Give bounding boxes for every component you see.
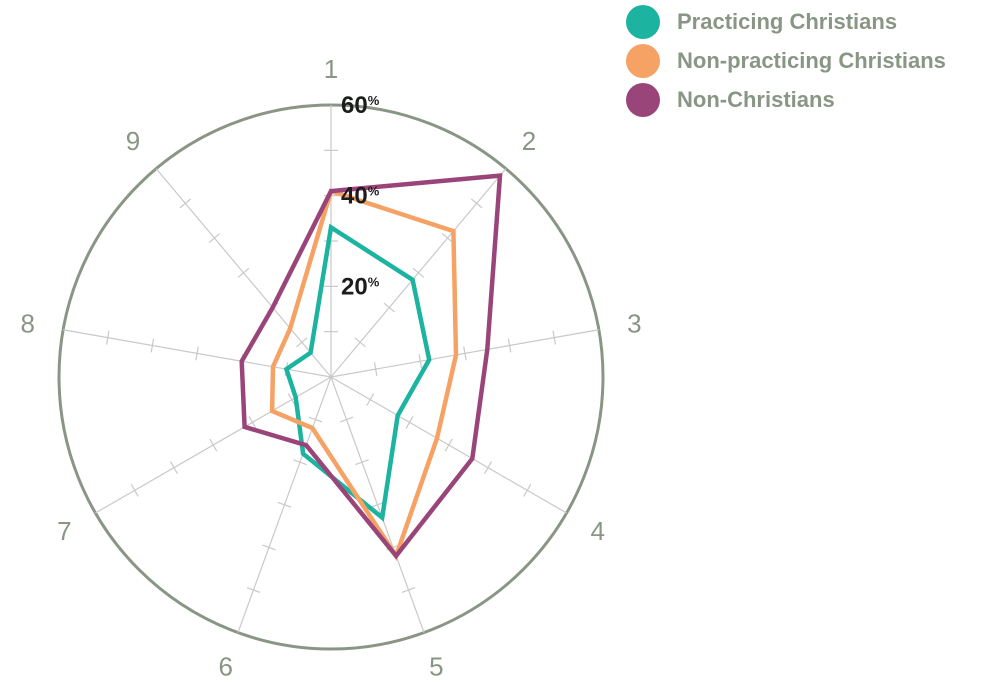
axis-label-1: 1 bbox=[324, 54, 338, 84]
tick-mark bbox=[287, 393, 296, 407]
series-line-0 bbox=[283, 223, 432, 522]
tick-mark bbox=[463, 346, 467, 361]
series-line-2 bbox=[239, 173, 503, 560]
tick-mark bbox=[262, 544, 276, 551]
tick-mark bbox=[355, 459, 369, 466]
series-layer bbox=[239, 173, 503, 561]
series-line-1 bbox=[269, 188, 459, 561]
radar-grid bbox=[57, 103, 605, 651]
ring-labels: 20% 40% 60% bbox=[341, 92, 380, 300]
tick-mark bbox=[277, 501, 292, 508]
legend-label-non-christians: Non-Christians bbox=[677, 86, 835, 112]
axis-label-7: 7 bbox=[57, 516, 71, 546]
tick-mark bbox=[293, 459, 307, 466]
tick-mark bbox=[444, 438, 453, 452]
tick-mark bbox=[179, 198, 192, 209]
tick-mark bbox=[354, 337, 366, 348]
axis-label-4: 4 bbox=[590, 516, 604, 546]
tick-mark bbox=[296, 337, 308, 348]
tick-mark bbox=[150, 338, 155, 353]
legend-item-non-christians: Non-Christians bbox=[626, 80, 946, 119]
axis-labels: 1 2 3 4 5 6 7 8 9 bbox=[20, 54, 641, 681]
tick-mark bbox=[470, 198, 483, 209]
legend: Practicing Christians Non-practicing Chr… bbox=[626, 2, 946, 119]
tick-mark bbox=[484, 461, 493, 475]
axis-label-2: 2 bbox=[522, 126, 536, 156]
tick-mark bbox=[373, 362, 378, 377]
tick-mark bbox=[237, 267, 250, 278]
tick-mark bbox=[441, 233, 454, 244]
tick-mark bbox=[308, 416, 323, 423]
tick-mark bbox=[418, 354, 423, 369]
tick-mark bbox=[246, 587, 261, 593]
ring-label-20: 20% bbox=[341, 273, 380, 300]
tick-mark bbox=[209, 438, 218, 452]
tick-mark bbox=[169, 461, 178, 475]
tick-mark bbox=[105, 330, 110, 345]
legend-swatch-non-practicing bbox=[626, 43, 660, 78]
legend-swatch-non-christians bbox=[626, 82, 660, 117]
axis-label-3: 3 bbox=[627, 309, 641, 339]
legend-label-practicing: Practicing Christians bbox=[677, 8, 898, 34]
tick-mark bbox=[208, 233, 221, 244]
axis-label-5: 5 bbox=[429, 651, 443, 681]
legend-swatch-practicing bbox=[626, 4, 660, 39]
tick-mark bbox=[248, 415, 257, 429]
tick-mark bbox=[405, 415, 414, 429]
tick-mark bbox=[507, 338, 512, 353]
axis-label-8: 8 bbox=[20, 309, 34, 339]
axis-label-6: 6 bbox=[218, 651, 232, 681]
tick-mark bbox=[383, 302, 396, 313]
tick-mark bbox=[370, 501, 385, 508]
tick-mark bbox=[339, 416, 354, 423]
tick-mark bbox=[552, 330, 557, 345]
legend-label-non-practicing: Non-practicing Christians bbox=[677, 47, 946, 73]
legend-item-practicing: Practicing Christians bbox=[626, 2, 946, 41]
ring-label-40: 40% bbox=[341, 183, 380, 210]
tick-mark bbox=[523, 483, 532, 497]
axis-label-9: 9 bbox=[126, 126, 140, 156]
tick-mark bbox=[130, 483, 139, 497]
tick-mark bbox=[401, 587, 416, 593]
tick-mark bbox=[366, 393, 375, 407]
tick-mark bbox=[412, 267, 425, 278]
tick-mark bbox=[195, 346, 199, 361]
legend-item-non-practicing: Non-practicing Christians bbox=[626, 41, 946, 80]
ring-label-60: 60% bbox=[341, 92, 380, 119]
